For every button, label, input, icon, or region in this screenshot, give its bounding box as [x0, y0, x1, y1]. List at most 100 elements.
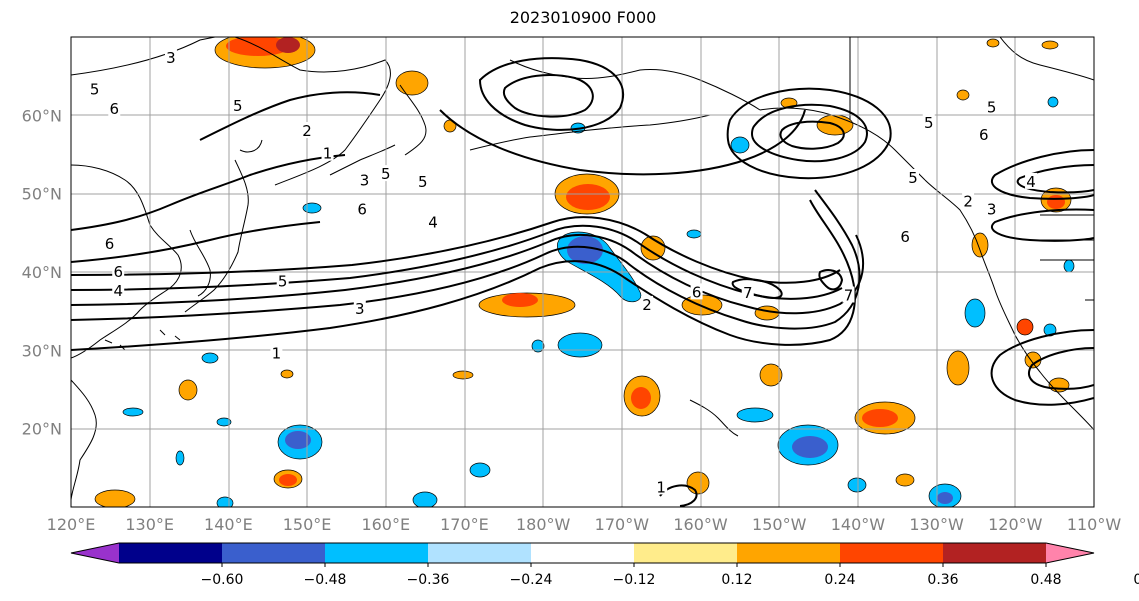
lat-label: 40°N	[22, 263, 62, 282]
colorbar-segment	[428, 543, 532, 563]
contour-label-bg	[103, 234, 116, 251]
contour-label-bg	[112, 263, 125, 279]
contour-label: 6	[900, 228, 910, 246]
contour-label-bg	[231, 96, 244, 113]
colorbar-tick-label: −0.48	[304, 572, 347, 588]
contour-label: 4	[1026, 173, 1036, 191]
contour-label: 2	[963, 193, 973, 211]
contour-label: 5	[987, 99, 997, 117]
positive-anomaly	[94, 37, 1072, 507]
contour-label-bg	[112, 281, 125, 298]
contour-label: 3	[166, 49, 176, 67]
colorbar-segment	[840, 543, 944, 563]
colorbar-tick-label: −0.60	[201, 572, 244, 588]
contour-label: 3	[987, 200, 997, 218]
contour-label-bg	[899, 227, 912, 244]
contour-label: 5	[233, 97, 243, 115]
contour-label: 1	[323, 145, 333, 163]
lat-label: 30°N	[22, 341, 62, 360]
contour-label: 6	[692, 283, 702, 301]
contour-label-bg	[690, 283, 703, 300]
contour-label: 4	[113, 282, 123, 300]
contour-label-bg	[985, 98, 998, 115]
colorbar-tick-label: 0.12	[721, 572, 752, 588]
contour-label: 2	[302, 122, 312, 140]
colorbar-tick-label: −0.36	[407, 572, 450, 588]
contour-label-bg	[426, 213, 439, 230]
lon-label: 130°E	[125, 515, 174, 534]
lat-label: 20°N	[22, 420, 62, 439]
lon-label: 130°W	[909, 515, 964, 534]
lon-label: 170°E	[440, 515, 489, 534]
contour-label-bg	[358, 171, 371, 188]
contour-label: 3	[360, 171, 370, 189]
lon-label: 150°E	[283, 515, 332, 534]
colorbar-tick-label: −0.12	[613, 572, 656, 588]
lat-axis-labels: 20°N 30°N 40°N 50°N 60°N	[22, 106, 62, 438]
contour-label: 7	[743, 284, 753, 302]
map-frame	[70, 36, 1095, 508]
contour-label-bg	[321, 144, 334, 161]
colorbar: −0.60 −0.48 −0.36 −0.24 −0.12 0.12 0.24 0.36 0.4…	[70, 542, 1139, 588]
contour-label-bg	[842, 286, 855, 303]
lon-axis-labels: 120°E 130°E 140°E 150°E 160°E 170°E 180°W 170°W…	[47, 515, 1122, 534]
lon-label: 150°W	[752, 515, 807, 534]
lon-label: 160°W	[673, 515, 728, 534]
contour-label: 5	[418, 173, 428, 191]
contour-label: 6	[113, 263, 123, 281]
contour-label: 6	[357, 200, 367, 218]
contour-label-bg	[164, 49, 177, 66]
lon-label: 120°W	[988, 515, 1043, 534]
contour-label-bg	[416, 172, 429, 189]
contour-label-bg	[922, 114, 935, 131]
contour-label-bg	[907, 169, 920, 185]
contour-label-bg	[977, 125, 990, 142]
contour-label-bg	[1025, 172, 1038, 189]
lon-label: 160°E	[361, 515, 410, 534]
coastline-layer	[71, 37, 1094, 501]
contour-label: 1	[656, 478, 666, 496]
contour-label: 7	[844, 287, 854, 305]
colorbar-segment	[325, 543, 429, 563]
contour-label-bg	[88, 80, 101, 97]
lon-label: 170°W	[595, 515, 650, 534]
colorbar-segment	[943, 543, 1047, 563]
contour-label: 3	[355, 300, 365, 318]
map-title: 2023010900 F000	[509, 8, 657, 27]
colorbar-tick-label: 0.36	[927, 572, 958, 588]
lon-label: 110°W	[1067, 515, 1122, 534]
colorbar-segment	[634, 543, 738, 563]
colorbar-segment	[119, 543, 223, 563]
contour-label-bg	[353, 299, 366, 316]
colorbar-extend-low	[71, 543, 119, 563]
height-contour-layer	[71, 57, 1094, 507]
colorbar-outline	[70, 542, 1095, 564]
contour-label-bg	[301, 122, 314, 138]
lat-label: 60°N	[22, 106, 62, 125]
contour-label-bg	[270, 344, 283, 361]
contour-label: 5	[278, 272, 288, 290]
contour-label-bg	[379, 165, 392, 182]
contour-label: 5	[90, 80, 100, 98]
anomaly-fill-layer	[94, 37, 1075, 507]
contour-label-bg	[962, 192, 975, 209]
colorbar-segment	[737, 543, 841, 563]
contour-label-bg	[641, 295, 654, 312]
colorbar-segment	[222, 543, 326, 563]
lon-label: 120°E	[47, 515, 96, 534]
colorbar-tick-label: 0.24	[824, 572, 855, 588]
contour-label-bg	[985, 200, 998, 217]
contour-label-bg	[276, 272, 289, 289]
contour-label: 5	[908, 169, 918, 187]
lon-label: 140°W	[831, 515, 886, 534]
contour-label-bg	[108, 100, 121, 117]
contour-label: 6	[110, 100, 120, 118]
contour-label-bg	[655, 478, 668, 495]
lon-label: 180°W	[516, 515, 571, 534]
contour-label: 6	[979, 126, 989, 144]
colorbar-tick-label: −0.24	[510, 572, 553, 588]
contour-label: 2	[642, 296, 652, 314]
lat-label: 50°N	[22, 185, 62, 204]
contour-label: 1	[272, 344, 282, 362]
